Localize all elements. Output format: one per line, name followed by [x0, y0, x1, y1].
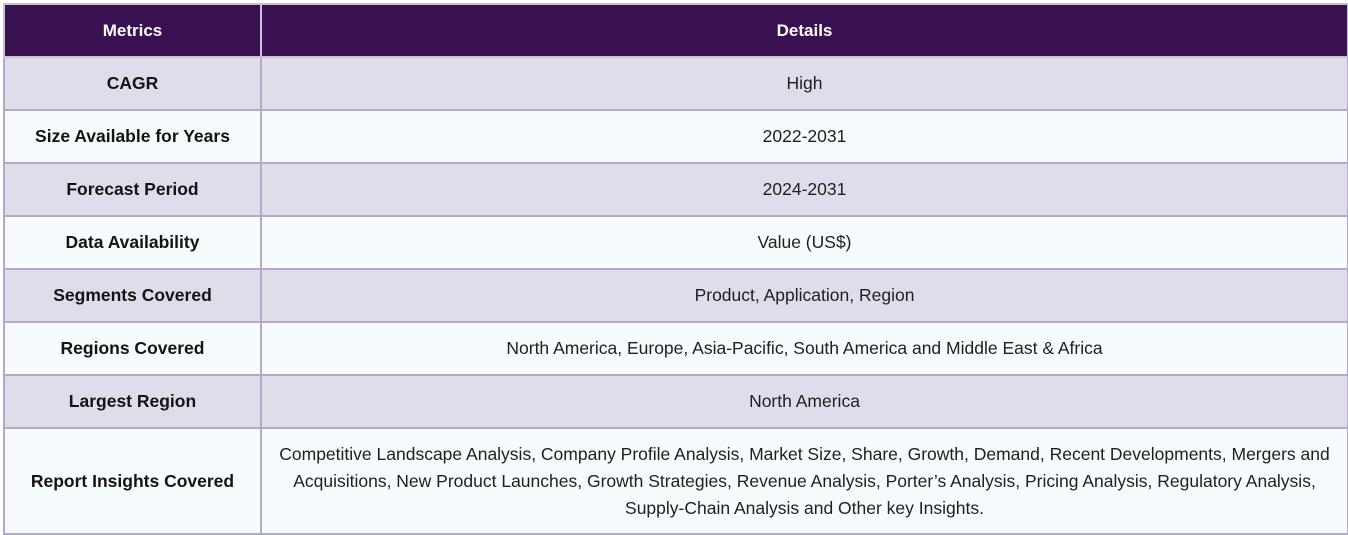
details-cell: 2024-2031	[260, 162, 1348, 217]
table-header-row: Metrics Details	[3, 3, 1348, 58]
metric-cell: Size Available for Years	[3, 109, 262, 164]
metric-cell: Segments Covered	[3, 268, 262, 323]
table-row: Forecast Period 2024-2031	[3, 162, 1348, 217]
table-row: Segments Covered Product, Application, R…	[3, 268, 1348, 323]
table-row: Report Insights Covered Competitive Land…	[3, 427, 1348, 535]
metric-cell: CAGR	[3, 56, 262, 111]
metric-cell: Data Availability	[3, 215, 262, 270]
table-row: Regions Covered North America, Europe, A…	[3, 321, 1348, 376]
metric-cell: Regions Covered	[3, 321, 262, 376]
details-cell: North America, Europe, Asia-Pacific, Sou…	[260, 321, 1348, 376]
details-cell: North America	[260, 374, 1348, 429]
metric-cell: Report Insights Covered	[3, 427, 262, 535]
header-metrics: Metrics	[3, 3, 262, 58]
table-row: CAGR High	[3, 56, 1348, 111]
metrics-table: Metrics Details CAGR High Size Available…	[3, 3, 1348, 535]
details-cell: Value (US$)	[260, 215, 1348, 270]
table-row: Largest Region North America	[3, 374, 1348, 429]
table-row: Data Availability Value (US$)	[3, 215, 1348, 270]
details-cell: Competitive Landscape Analysis, Company …	[260, 427, 1348, 535]
metric-cell: Forecast Period	[3, 162, 262, 217]
metric-cell: Largest Region	[3, 374, 262, 429]
header-details: Details	[260, 3, 1348, 58]
metrics-table-container: Metrics Details CAGR High Size Available…	[3, 3, 1348, 535]
table-row: Size Available for Years 2022-2031	[3, 109, 1348, 164]
details-cell: High	[260, 56, 1348, 111]
details-cell: 2022-2031	[260, 109, 1348, 164]
details-cell: Product, Application, Region	[260, 268, 1348, 323]
